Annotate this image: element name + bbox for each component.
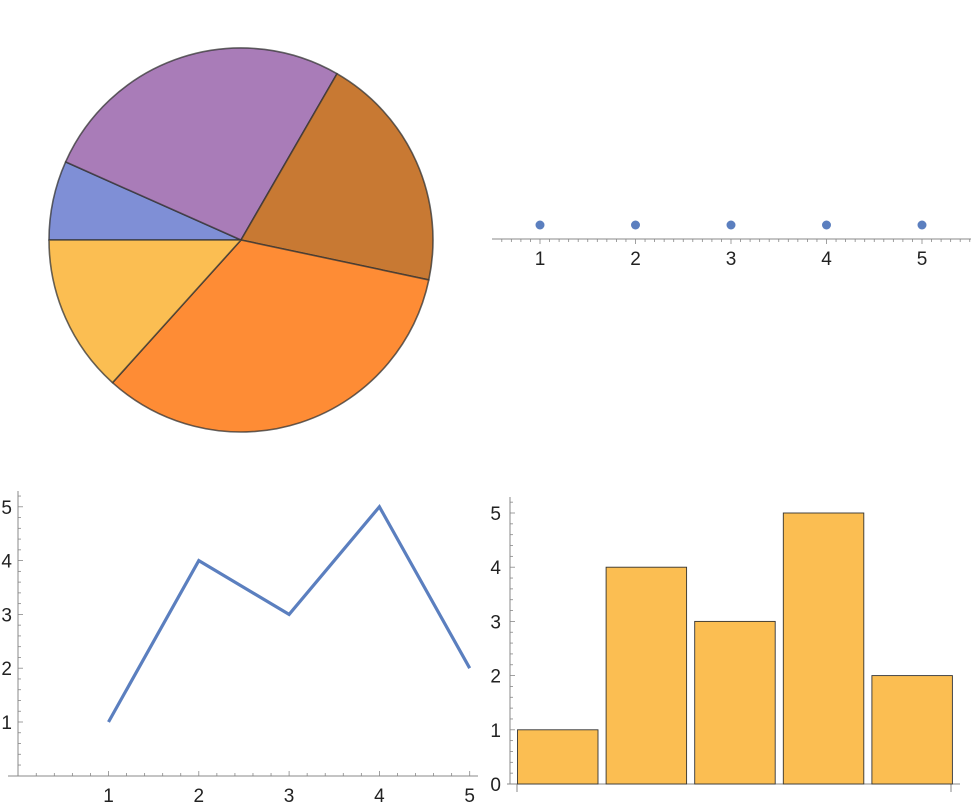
bar-1 [517, 729, 599, 785]
y-tick-label: 2 [1, 659, 12, 680]
pie-slice-4 [111, 239, 430, 433]
y-tick-label: 5 [490, 504, 501, 525]
x-tick-label: 2 [630, 249, 641, 270]
y-tick-label: 0 [490, 775, 501, 796]
y-tick-label: 4 [490, 558, 501, 579]
x-tick-label: 1 [103, 786, 114, 807]
scatter-point-1 [535, 220, 545, 230]
x-tick-label: 5 [917, 249, 928, 270]
pie-slice-2 [64, 47, 338, 241]
bar-2 [605, 566, 688, 785]
scatter-point-4 [822, 220, 831, 230]
bar-3 [694, 620, 776, 785]
y-tick-label: 1 [490, 721, 501, 742]
y-tick-label: 3 [1, 605, 12, 626]
scatter-point-2 [631, 220, 640, 230]
x-tick-label: 3 [726, 249, 737, 270]
x-tick-label: 1 [535, 249, 546, 270]
pie-chart [48, 47, 434, 433]
scatter-point-5 [917, 220, 927, 230]
y-tick-label: 2 [490, 667, 501, 688]
series-line [107, 503, 472, 723]
pie-slice-5 [48, 239, 242, 384]
y-tick-label: 3 [490, 612, 501, 633]
x-tick-label: 4 [374, 786, 385, 807]
bar-5 [871, 675, 953, 785]
bar-chart: 0 1 2 3 4 5 [490, 497, 960, 796]
x-tick-label: 5 [464, 786, 475, 807]
scatter-chart: 1 2 3 4 5 [492, 220, 971, 270]
x-tick-label: 4 [821, 249, 832, 270]
line-chart: 1 2 3 4 5 1 2 3 4 5 [1, 491, 478, 807]
y-tick-label: 4 [1, 552, 12, 573]
scatter-point-3 [726, 220, 736, 230]
bar-4 [782, 512, 865, 785]
x-tick-label: 3 [284, 786, 295, 807]
x-tick-label: 2 [194, 786, 205, 807]
pie-slice-3 [240, 72, 434, 281]
y-tick-label: 5 [1, 498, 12, 519]
y-tick-label: 1 [1, 713, 12, 734]
